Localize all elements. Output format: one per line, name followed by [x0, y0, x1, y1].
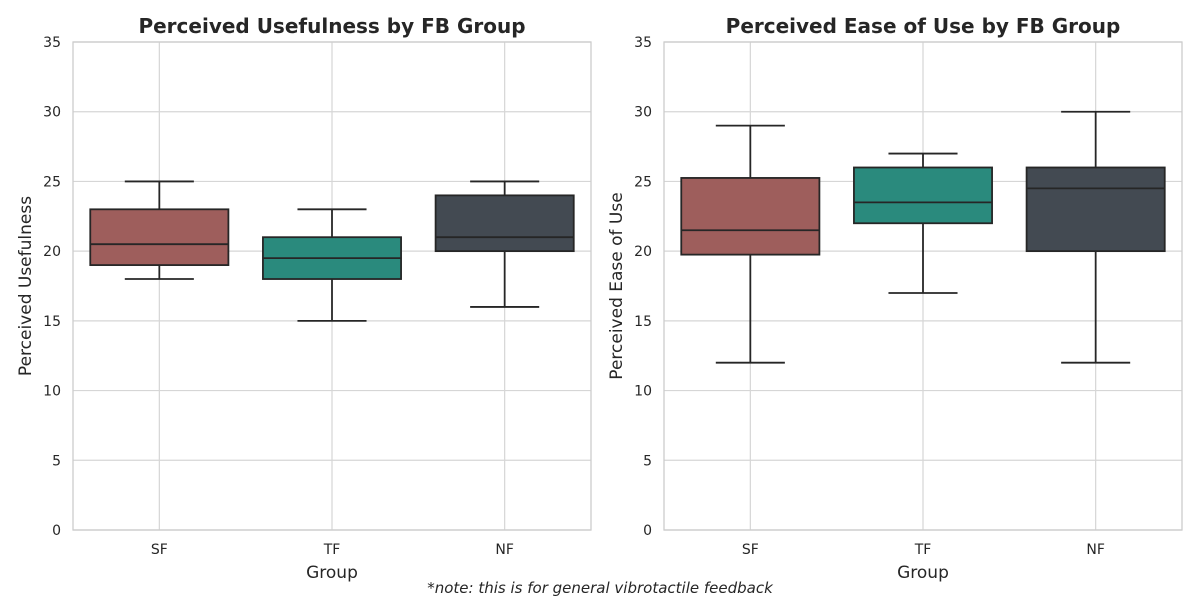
x-tick-label: NF — [1086, 542, 1105, 558]
y-tick-label: 35 — [43, 35, 61, 51]
x-tick-label: NF — [495, 542, 514, 558]
y-tick-label: 20 — [43, 244, 61, 260]
chart-title: Perceived Ease of Use by FB Group — [726, 14, 1121, 38]
y-tick-label: 10 — [43, 384, 61, 400]
y-tick-label: 25 — [634, 174, 652, 190]
iqr-box — [89, 208, 230, 266]
chart-panel-1: 0 5 10 15 20 25 30 35 SF TF NF Perceived Usefulness… — [16, 14, 592, 583]
x-tick-label: SF — [742, 542, 759, 558]
y-tick-label: 5 — [52, 453, 61, 469]
y-axis-label: Perceived Usefulness — [16, 196, 36, 376]
y-tick-label: 25 — [43, 174, 61, 190]
x-tick-label: TF — [914, 542, 932, 558]
y-tick-label: 35 — [634, 35, 652, 51]
y-tick-label: 20 — [634, 244, 652, 260]
y-tick-label: 30 — [43, 105, 61, 121]
box-tf — [262, 208, 402, 322]
box-sf — [680, 124, 821, 364]
y-tick-label: 0 — [52, 523, 61, 539]
x-tick-label: SF — [151, 542, 168, 558]
iqr-box — [853, 166, 993, 225]
box-sf — [89, 180, 230, 280]
y-tick-label: 5 — [643, 453, 652, 469]
y-tick-label: 15 — [43, 314, 61, 330]
y-tick-label: 30 — [634, 105, 652, 121]
x-tick-label: TF — [323, 542, 341, 558]
y-tick-label: 0 — [643, 523, 652, 539]
y-tick-label: 15 — [634, 314, 652, 330]
y-axis-label: Perceived Ease of Use — [607, 192, 627, 379]
chart-title: Perceived Usefulness by FB Group — [138, 14, 525, 38]
y-tick-label: 10 — [634, 384, 652, 400]
box-tf — [853, 152, 993, 294]
iqr-box — [434, 194, 575, 253]
box-nf — [1025, 110, 1166, 364]
chart-panel-2: 0 5 10 15 20 25 30 35 SF TF NF Perceived Ease of Us… — [607, 14, 1183, 583]
x-axis-label: Group — [897, 563, 949, 583]
box-nf — [434, 180, 575, 308]
plot-frame — [72, 41, 592, 531]
iqr-box — [680, 177, 821, 256]
x-axis-label: Group — [306, 563, 358, 583]
plot-frame — [663, 41, 1183, 531]
iqr-box — [1025, 166, 1166, 253]
footnote: *note: this is for general vibrotactile … — [427, 579, 773, 597]
